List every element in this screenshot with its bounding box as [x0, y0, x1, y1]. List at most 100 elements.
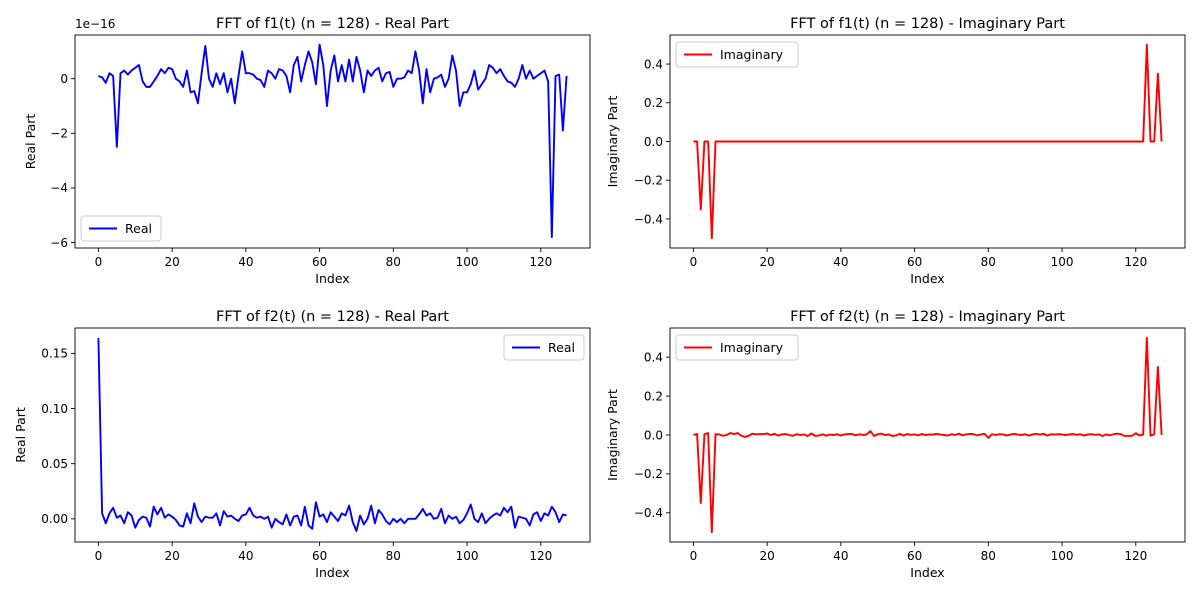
data-point	[237, 75, 239, 77]
data-point	[995, 434, 997, 436]
data-point	[1146, 337, 1148, 339]
data-point	[998, 433, 1000, 435]
data-point	[418, 513, 420, 515]
axis-offset-text: 1e−16	[75, 17, 115, 31]
data-point	[551, 236, 553, 238]
data-point	[145, 86, 147, 88]
data-point	[729, 432, 731, 434]
data-point	[344, 514, 346, 516]
data-point	[718, 140, 720, 142]
data-point	[562, 513, 564, 515]
x-axis-label: Index	[910, 565, 944, 580]
data-point	[245, 513, 247, 515]
data-point	[755, 433, 757, 435]
data-point	[259, 515, 261, 517]
data-point	[381, 80, 383, 82]
data-point	[877, 433, 879, 435]
data-point	[211, 517, 213, 519]
data-point	[481, 512, 483, 514]
data-point	[972, 433, 974, 435]
data-point	[267, 515, 269, 517]
data-point	[296, 56, 298, 58]
data-point	[987, 437, 989, 439]
data-point	[282, 69, 284, 71]
data-point	[429, 91, 431, 93]
data-point	[1157, 73, 1159, 75]
data-point	[536, 75, 538, 77]
data-point	[1068, 433, 1070, 435]
data-point	[558, 521, 560, 523]
data-point	[1101, 435, 1103, 437]
series-line-real	[97, 337, 567, 532]
x-tick-label: 60	[907, 549, 922, 563]
data-point	[451, 518, 453, 520]
data-point	[744, 436, 746, 438]
data-point	[806, 435, 808, 437]
data-point	[506, 511, 508, 513]
data-point	[215, 72, 217, 74]
data-point	[1157, 366, 1159, 368]
data-point	[913, 433, 915, 435]
data-point	[692, 140, 694, 142]
data-point	[514, 86, 516, 88]
x-tick-label: 0	[95, 255, 103, 269]
data-point	[1031, 433, 1033, 435]
data-point	[458, 105, 460, 107]
data-point	[707, 432, 709, 434]
data-point	[226, 515, 228, 517]
data-point	[455, 515, 457, 517]
data-point	[230, 514, 232, 516]
data-point	[248, 507, 250, 509]
legend-label: Real	[548, 340, 575, 355]
data-point	[891, 435, 893, 437]
data-point	[1138, 140, 1140, 142]
data-point	[1046, 434, 1048, 436]
data-point	[696, 140, 698, 142]
y-tick-label: 0.0	[644, 135, 663, 149]
data-point	[499, 68, 501, 70]
data-point	[189, 91, 191, 93]
y-tick-label: 0.4	[644, 57, 663, 71]
data-point	[484, 522, 486, 524]
data-point	[304, 64, 306, 66]
data-point	[134, 526, 136, 528]
data-point	[285, 75, 287, 77]
data-point	[525, 518, 527, 520]
data-point	[130, 514, 132, 516]
data-point	[329, 69, 331, 71]
data-point	[532, 513, 534, 515]
data-point	[980, 433, 982, 435]
data-point	[792, 435, 794, 437]
data-point	[954, 434, 956, 436]
data-point	[810, 432, 812, 434]
y-axis-label: Imaginary Part	[605, 389, 620, 481]
axes-frame	[74, 34, 591, 249]
data-point	[725, 434, 727, 436]
data-point	[293, 64, 295, 66]
data-point	[506, 80, 508, 82]
y-tick-label: 0.00	[41, 512, 68, 526]
data-point	[736, 432, 738, 434]
data-point	[160, 68, 162, 70]
data-point	[773, 433, 775, 435]
data-point	[562, 129, 564, 131]
data-point	[1009, 433, 1011, 435]
data-point	[865, 433, 867, 435]
data-point	[223, 510, 225, 512]
data-point	[843, 433, 845, 435]
data-point	[847, 433, 849, 435]
data-point	[514, 526, 516, 528]
data-point	[433, 77, 435, 79]
data-point	[311, 61, 313, 63]
data-point	[127, 73, 129, 75]
data-point	[932, 433, 934, 435]
data-point	[707, 140, 709, 142]
data-point	[696, 433, 698, 435]
chart-title: FFT of f2(t) (n = 128) - Imaginary Part	[790, 309, 1065, 325]
series-line-imaginary	[693, 43, 1163, 240]
data-point	[983, 433, 985, 435]
data-point	[884, 434, 886, 436]
x-tick-label: 0	[95, 549, 103, 563]
data-point	[547, 80, 549, 82]
data-point	[458, 522, 460, 524]
